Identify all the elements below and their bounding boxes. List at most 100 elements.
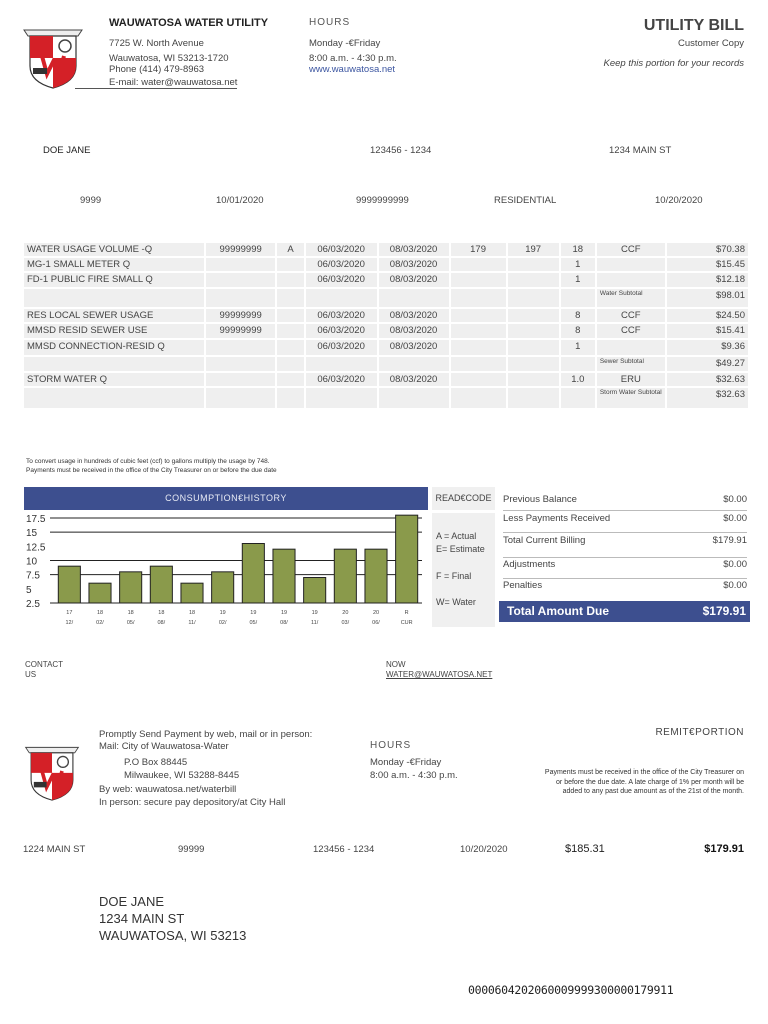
- charge-cell-unit: Sewer Subtotal: [596, 357, 667, 373]
- x-year-label: 19: [281, 610, 287, 616]
- y-tick-label: 10: [26, 557, 38, 568]
- chart-plot: 17.5 15 12.5 10 7.5 5 2.5 17 12/18 02/18 05/18 08/1…: [26, 514, 422, 626]
- previous-balance-label: Previous Balance: [503, 494, 577, 505]
- charge-cell-meter: 99999999: [205, 243, 278, 258]
- charge-cell-desc: WATER USAGE VOLUME -Q: [24, 243, 206, 258]
- x-year-label: 19: [250, 610, 256, 616]
- charge-cell-meter: 99999999: [205, 309, 278, 324]
- x-year-label: R: [405, 610, 409, 616]
- x-month-label: 02/: [96, 620, 104, 626]
- charge-cell-unit: [596, 273, 667, 289]
- charge-cell-from: 06/03/2020: [305, 309, 379, 324]
- utility-name: WAUWATOSA WATER UTILITY: [109, 17, 269, 29]
- charge-cell-meter: [205, 373, 278, 388]
- charge-cell-desc: RES LOCAL SEWER USAGE: [24, 309, 206, 324]
- late-note-line-2: or before the due date. A late charge of…: [556, 778, 744, 786]
- contact-now-label: NOW: [386, 660, 406, 669]
- mailing-name: DOE JANE: [99, 894, 165, 909]
- charge-cell-code: [277, 373, 306, 388]
- x-month-label: 08/: [280, 620, 288, 626]
- charge-cell-usage: 1: [560, 273, 597, 289]
- utility-email-line: E-mail: water@wauwatosa.net: [75, 77, 238, 89]
- late-note-line-3: added to any past due amount as of the 2…: [562, 788, 744, 795]
- x-year-label: 18: [97, 610, 103, 616]
- current-billing-label: Total Current Billing: [503, 535, 586, 546]
- charge-cell-meter: [205, 289, 278, 309]
- x-year-label: 18: [128, 610, 134, 616]
- consumption-bar: [149, 565, 173, 604]
- charge-cell-code: [277, 289, 306, 309]
- charge-cell-usage: [560, 388, 597, 410]
- charge-row: STORM WATER Q 06/03/2020 08/03/2020 1.0 ERU $…: [24, 373, 750, 388]
- mailing-city: WAUWATOSA, WI 53213: [99, 928, 247, 943]
- charge-cell-curr: [507, 258, 561, 273]
- adjustments-value: $0.00: [723, 559, 747, 570]
- charge-cell-code: [277, 258, 306, 273]
- x-year-label: 20: [373, 610, 379, 616]
- remit-amount-after-due: $185.31: [565, 843, 605, 855]
- charge-cell-meter: [205, 357, 278, 373]
- remit-field-1: 99999: [178, 844, 205, 855]
- contact-email-link[interactable]: WATER@WAUWATOSA.NET: [386, 670, 493, 679]
- remit-city: Milwaukee, WI 53288-8445: [124, 770, 240, 781]
- charge-cell-unit: Water Subtotal: [596, 289, 667, 309]
- email-link[interactable]: water@wauwatosa.net: [141, 77, 238, 88]
- charge-cell-amount: $9.36: [666, 340, 750, 357]
- charge-cell-meter: [205, 388, 278, 410]
- remit-po-box: P.O Box 88445: [124, 757, 188, 768]
- charge-cell-usage: 1: [560, 340, 597, 357]
- remit-hours-days: Monday -€Friday: [370, 757, 442, 768]
- account-field-1: 9999: [80, 195, 102, 206]
- total-amount-due-value: $179.91: [702, 604, 746, 618]
- total-amount-due-label: Total Amount Due: [507, 604, 609, 618]
- charge-cell-meter: 99999999: [205, 324, 278, 340]
- summary-adjustments: Adjustments $0.00: [503, 559, 747, 579]
- charge-row: MMSD CONNECTION-RESID Q 06/03/2020 08/03/2…: [24, 340, 750, 357]
- charge-cell-usage: [560, 289, 597, 309]
- charge-cell-desc: [24, 289, 206, 309]
- charge-cell-curr: [507, 340, 561, 357]
- charge-cell-to: 08/03/2020: [378, 340, 451, 357]
- charge-cell-from: [305, 357, 379, 373]
- charge-cell-from: 06/03/2020: [305, 324, 379, 340]
- charge-cell-unit: CCF: [596, 324, 667, 340]
- charge-cell-from: [305, 388, 379, 410]
- charge-cell-to: 08/03/2020: [378, 243, 451, 258]
- charge-cell-from: 06/03/2020: [305, 273, 379, 289]
- charge-cell-code: [277, 357, 306, 373]
- charge-cell-desc: MMSD CONNECTION-RESID Q: [24, 340, 206, 357]
- charge-cell-prev: [450, 388, 508, 410]
- adjustments-label: Adjustments: [503, 559, 556, 570]
- charge-cell-code: [277, 309, 306, 324]
- charge-cell-to: 08/03/2020: [378, 258, 451, 273]
- utility-phone: Phone (414) 479-8963: [109, 64, 205, 75]
- x-year-label: 19: [312, 610, 318, 616]
- charge-cell-desc: MG-1 SMALL METER Q: [24, 258, 206, 273]
- charge-cell-from: 06/03/2020: [305, 340, 379, 357]
- y-tick-label: 2.5: [26, 599, 40, 610]
- charge-cell-unit: CCF: [596, 243, 667, 258]
- bill-date: 10/01/2020: [216, 195, 264, 206]
- late-note-line-1: Payments must be received in the office …: [544, 769, 744, 776]
- charge-cell-to: [378, 289, 451, 309]
- read-code-water: W= Water: [436, 597, 476, 607]
- utility-address-line2: Wauwatosa, WI 53213-1720: [109, 53, 229, 64]
- charge-cell-amount: $15.41: [666, 324, 750, 340]
- charge-cell-prev: [450, 258, 508, 273]
- consumption-bar: [180, 582, 204, 604]
- x-month-label: CUR: [401, 620, 413, 626]
- summary-current-billing: Total Current Billing $179.91: [503, 535, 747, 558]
- consumption-bar: [333, 548, 357, 604]
- remit-due-date: 10/20/2020: [460, 844, 508, 855]
- consumption-bar: [272, 548, 296, 604]
- x-month-label: 03/: [342, 620, 350, 626]
- payments-label: Less Payments Received: [503, 513, 611, 524]
- bill-title: UTILITY BILL: [643, 17, 744, 34]
- charge-cell-usage: 1.0: [560, 373, 597, 388]
- charge-cell-prev: 179: [450, 243, 508, 258]
- website-link[interactable]: www.wauwatosa.net: [309, 64, 396, 75]
- charge-cell-from: 06/03/2020: [305, 373, 379, 388]
- charge-row: RES LOCAL SEWER USAGE 99999999 06/03/2020 0…: [24, 309, 750, 324]
- charge-cell-desc: MMSD RESID SEWER USE: [24, 324, 206, 340]
- x-month-label: 05/: [127, 620, 135, 626]
